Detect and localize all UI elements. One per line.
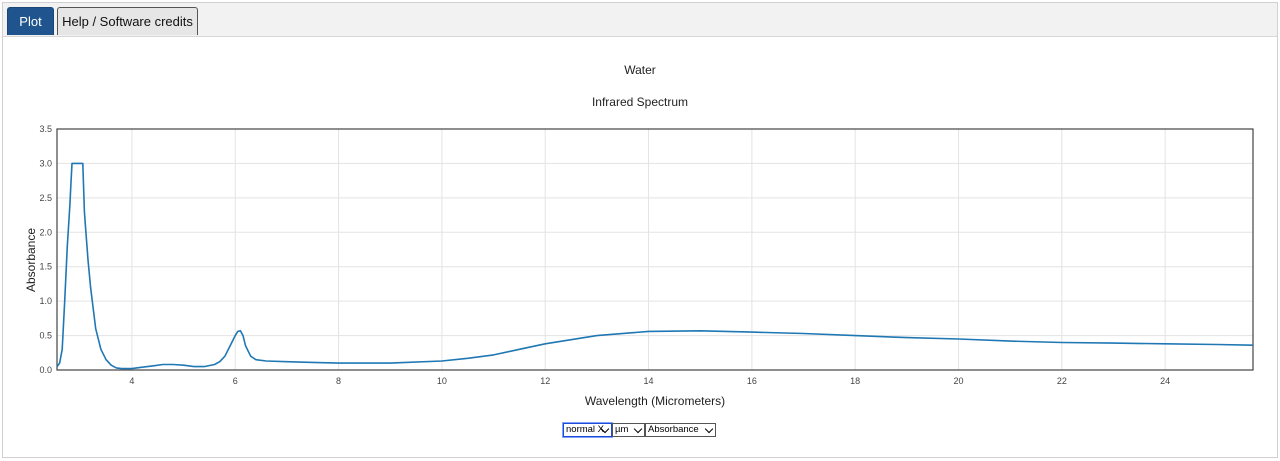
chart-title: Water bbox=[624, 63, 656, 77]
chevron-down-icon bbox=[633, 424, 643, 434]
x-mode-value: normal X bbox=[566, 424, 605, 435]
y-tick-label: 1.5 bbox=[39, 262, 52, 272]
chevron-down-icon bbox=[704, 424, 714, 434]
y-tick-label: 0.5 bbox=[39, 331, 52, 341]
x-tick-label: 18 bbox=[850, 376, 860, 386]
x-tick-label: 4 bbox=[129, 376, 134, 386]
x-tick-label: 14 bbox=[644, 376, 654, 386]
x-unit-value: µm bbox=[615, 424, 629, 435]
y-tick-label: 1.0 bbox=[39, 296, 52, 306]
y-tick-label: 0.0 bbox=[39, 365, 52, 375]
x-mode-select[interactable]: normal X bbox=[562, 422, 613, 438]
tick-labels: 0.0 0.5 1.0 1.5 2.0 2.5 3.0 3.5 4 6 8 10 12 14 16 18 20 2… bbox=[39, 124, 1170, 386]
x-tick-label: 6 bbox=[233, 376, 238, 386]
plot-border bbox=[56, 128, 1254, 371]
x-axis-label: Wavelength (Micrometers) bbox=[585, 394, 725, 408]
tab-help-software-credits[interactable]: Help / Software credits bbox=[57, 7, 198, 35]
y-tick-label: 3.5 bbox=[39, 124, 52, 134]
x-tick-label: 10 bbox=[437, 376, 447, 386]
y-mode-value: Absorbance bbox=[648, 424, 699, 435]
y-tick-label: 2.5 bbox=[39, 193, 52, 203]
y-axis-label: Absorbance bbox=[24, 228, 38, 292]
x-tick-label: 22 bbox=[1057, 376, 1067, 386]
y-tick-label: 3.0 bbox=[39, 158, 52, 168]
plot-controls: normal X µm Absorbance bbox=[562, 422, 716, 438]
tab-bar: Plot Help / Software credits bbox=[3, 3, 1277, 37]
chart-subtitle: Infrared Spectrum bbox=[592, 95, 688, 109]
y-mode-select[interactable]: Absorbance bbox=[645, 423, 716, 437]
x-tick-label: 20 bbox=[954, 376, 964, 386]
y-tick-label: 2.0 bbox=[39, 227, 52, 237]
series-line-absorbance bbox=[56, 162, 1254, 370]
x-tick-label: 16 bbox=[747, 376, 757, 386]
x-tick-label: 12 bbox=[540, 376, 550, 386]
x-unit-select[interactable]: µm bbox=[612, 423, 645, 437]
x-tick-label: 8 bbox=[336, 376, 341, 386]
x-tick-label: 24 bbox=[1160, 376, 1170, 386]
tab-plot[interactable]: Plot bbox=[7, 7, 54, 35]
